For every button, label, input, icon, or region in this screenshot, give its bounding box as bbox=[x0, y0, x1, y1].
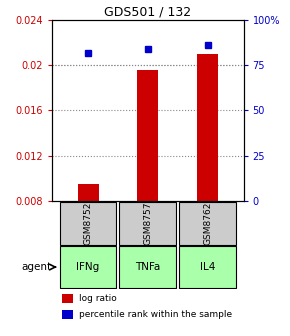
Text: GSM8757: GSM8757 bbox=[143, 202, 153, 245]
Bar bbox=[78, 184, 99, 201]
Text: IFNg: IFNg bbox=[77, 262, 100, 272]
Text: agent: agent bbox=[21, 262, 51, 272]
FancyBboxPatch shape bbox=[179, 202, 236, 245]
Text: TNFa: TNFa bbox=[135, 262, 161, 272]
Text: GSM8752: GSM8752 bbox=[84, 202, 93, 245]
FancyBboxPatch shape bbox=[119, 202, 176, 245]
Bar bbox=[62, 310, 73, 319]
FancyBboxPatch shape bbox=[119, 246, 176, 288]
Title: GDS501 / 132: GDS501 / 132 bbox=[104, 6, 191, 19]
Bar bbox=[137, 70, 158, 201]
Text: IL4: IL4 bbox=[200, 262, 215, 272]
Bar bbox=[62, 294, 73, 303]
FancyBboxPatch shape bbox=[60, 202, 117, 245]
Text: percentile rank within the sample: percentile rank within the sample bbox=[79, 310, 232, 319]
FancyBboxPatch shape bbox=[179, 246, 236, 288]
Bar bbox=[197, 54, 218, 201]
Text: log ratio: log ratio bbox=[79, 294, 117, 303]
FancyBboxPatch shape bbox=[60, 246, 117, 288]
Text: GSM8762: GSM8762 bbox=[203, 202, 212, 245]
